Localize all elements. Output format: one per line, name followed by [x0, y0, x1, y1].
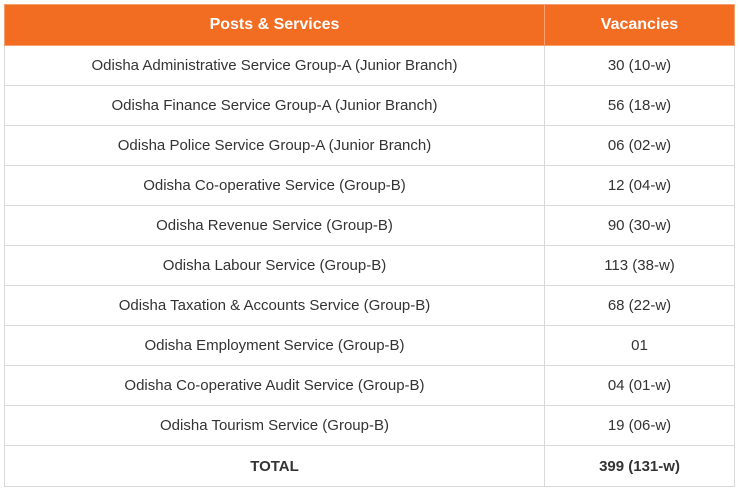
post-cell: Odisha Revenue Service (Group-B): [4, 205, 545, 246]
table-row: Odisha Employment Service (Group-B) 01: [4, 325, 735, 366]
table-row: Odisha Labour Service (Group-B) 113 (38-…: [4, 245, 735, 286]
post-cell: Odisha Labour Service (Group-B): [4, 245, 545, 286]
vacancies-cell: 30 (10-w): [544, 45, 735, 86]
vacancies-cell: 113 (38-w): [544, 245, 735, 286]
vacancies-cell: 56 (18-w): [544, 85, 735, 126]
header-posts-services: Posts & Services: [4, 4, 545, 46]
header-vacancies: Vacancies: [544, 4, 735, 46]
vacancies-cell: 19 (06-w): [544, 405, 735, 446]
vacancies-cell: 90 (30-w): [544, 205, 735, 246]
post-cell: Odisha Tourism Service (Group-B): [4, 405, 545, 446]
table-row: Odisha Finance Service Group-A (Junior B…: [4, 85, 735, 126]
post-cell: Odisha Employment Service (Group-B): [4, 325, 545, 366]
table-container: Posts & Services Vacancies Odisha Admini…: [4, 4, 735, 487]
post-cell: Odisha Co-operative Audit Service (Group…: [4, 365, 545, 406]
table-row: Odisha Co-operative Service (Group-B) 12…: [4, 165, 735, 206]
total-vacancies: 399 (131-w): [544, 445, 735, 487]
post-cell: Odisha Taxation & Accounts Service (Grou…: [4, 285, 545, 326]
vacancies-cell: 01: [544, 325, 735, 366]
table-header-row: Posts & Services Vacancies: [4, 4, 735, 46]
total-row: TOTAL 399 (131-w): [4, 445, 735, 487]
vacancies-cell: 68 (22-w): [544, 285, 735, 326]
vacancies-cell: 04 (01-w): [544, 365, 735, 406]
post-cell: Odisha Administrative Service Group-A (J…: [4, 45, 545, 86]
post-cell: Odisha Co-operative Service (Group-B): [4, 165, 545, 206]
table-row: Odisha Revenue Service (Group-B) 90 (30-…: [4, 205, 735, 246]
table-row: Odisha Taxation & Accounts Service (Grou…: [4, 285, 735, 326]
table-row: Odisha Tourism Service (Group-B) 19 (06-…: [4, 405, 735, 446]
vacancies-cell: 06 (02-w): [544, 125, 735, 166]
post-cell: Odisha Finance Service Group-A (Junior B…: [4, 85, 545, 126]
table-row: Odisha Police Service Group-A (Junior Br…: [4, 125, 735, 166]
vacancies-cell: 12 (04-w): [544, 165, 735, 206]
vacancy-table: Posts & Services Vacancies Odisha Admini…: [4, 4, 735, 487]
total-label: TOTAL: [4, 445, 545, 487]
post-cell: Odisha Police Service Group-A (Junior Br…: [4, 125, 545, 166]
table-row: Odisha Administrative Service Group-A (J…: [4, 45, 735, 86]
table-row: Odisha Co-operative Audit Service (Group…: [4, 365, 735, 406]
